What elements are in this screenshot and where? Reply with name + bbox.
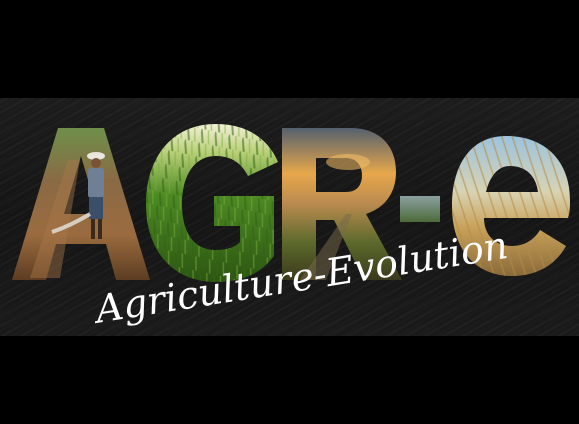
letter-e [452,136,570,276]
letter-g [146,124,278,282]
letter-dash [400,196,440,222]
farmer-figure [51,152,105,239]
letter-a [12,128,150,280]
letter-r [282,128,402,280]
